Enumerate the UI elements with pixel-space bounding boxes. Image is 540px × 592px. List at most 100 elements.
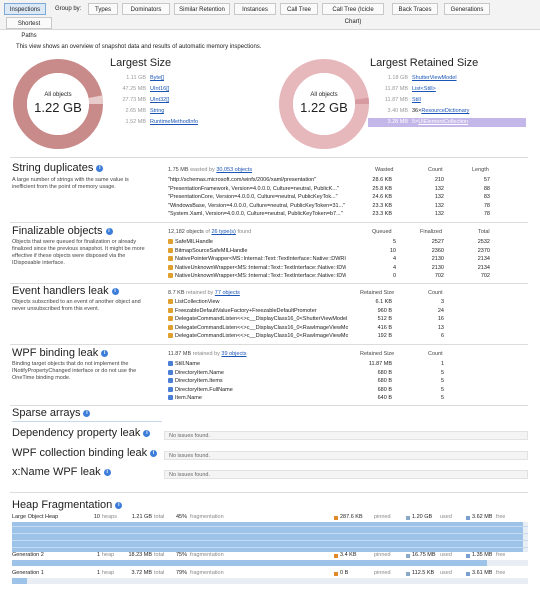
table-row-name[interactable]: ListCollectionView — [168, 299, 348, 306]
info-icon[interactable]: i — [96, 164, 104, 172]
largest-size-type-link[interactable]: String — [150, 108, 165, 114]
tab-shortest-paths[interactable]: Shortest Paths — [6, 17, 52, 39]
table-cell-name: DelegateCommandListen<<>c__DisplayClass1… — [175, 333, 348, 339]
table-row-name[interactable]: NativePointerWrapper<MS::Internal::Text:… — [168, 256, 346, 263]
string-duplicates-objects-link[interactable]: 30,053 objects — [216, 167, 253, 173]
class-icon — [168, 264, 173, 270]
table-row-name[interactable]: DelegateCommandListen<<>c__DisplayClass1… — [168, 316, 348, 323]
table-row-name[interactable]: DelegateCommandListen<<>c__DisplayClass1… — [168, 333, 348, 340]
table-row-name[interactable]: DelegateCommandListen<<>c__DisplayClass1… — [168, 325, 348, 332]
table-cell-count: 5 — [440, 395, 444, 401]
tab-generations[interactable]: Generations — [444, 3, 490, 15]
table-row-name[interactable]: BitmapSourceSafeMILHandle — [168, 248, 346, 255]
table-row-name[interactable]: Still.Name — [168, 361, 348, 368]
table-cell-size: 680 B — [377, 369, 392, 376]
class-icon — [168, 395, 173, 401]
info-icon[interactable]: i — [143, 429, 151, 437]
class-icon — [168, 361, 173, 367]
table-row-name[interactable]: NativeUnknownWrapper<MS::Internal::Text:… — [168, 265, 346, 272]
table-cell-queued: 5 — [392, 239, 396, 245]
largest-retained-type-link[interactable]: ResourceDictionary — [421, 108, 470, 114]
largest-size-type-link[interactable]: UInt32[] — [150, 97, 170, 103]
event-handlers-objects-link[interactable]: 77 objects — [214, 290, 240, 296]
table-cell-name: DirectoryItem.Name — [175, 369, 224, 376]
table-cell-name: ListCollectionView — [175, 299, 220, 305]
largest-retained-item[interactable]: 36×ResourceDictionary — [412, 108, 524, 115]
table-row-name[interactable]: "WindowsBase, Version=4.0.0.0, Culture=n… — [168, 203, 356, 210]
heap-frag: 45% — [176, 514, 188, 520]
class-icon — [168, 386, 173, 392]
largest-retained-title: Largest Retained Size — [370, 57, 479, 69]
tab-dominators[interactable]: Dominators — [122, 3, 170, 15]
heap-total: 18.23 MB — [128, 552, 152, 558]
table-cell-name: "WindowsBase, Version=4.0.0.0, Culture=n… — [168, 202, 346, 209]
table-cell-size: 6.1 KB — [375, 299, 392, 305]
tab-types[interactable]: Types — [88, 3, 118, 15]
tab-call-tree[interactable]: Call Tree — [280, 3, 318, 15]
largest-retained-value: 11.87 MB — [384, 97, 408, 103]
table-row-name[interactable]: DirectoryItem.Items — [168, 378, 348, 385]
info-icon[interactable]: i — [101, 349, 109, 357]
largest-retained-item[interactable]: 5×UIElementCollection — [412, 119, 524, 126]
table-row-name[interactable]: DirectoryItem.FullName — [168, 387, 348, 394]
table-row-name[interactable]: "System.Xaml, Version=4.0.0.0, Culture=n… — [168, 211, 356, 218]
heap-free: 3.61 MB — [472, 570, 493, 576]
info-icon[interactable]: i — [103, 468, 111, 476]
table-row-name[interactable]: "http://schemas.microsoft.com/winfx/2006… — [168, 177, 356, 184]
largest-retained-item[interactable]: Still — [412, 97, 524, 104]
table-cell-name: Item.Name — [175, 395, 202, 401]
table-row-name[interactable]: "PresentationFramework, Version=4.0.0.0,… — [168, 186, 356, 193]
table-cell-count: 5 — [440, 378, 444, 384]
table-row-name[interactable]: DirectoryItem.Name — [168, 370, 348, 377]
heap-total-label: total — [154, 514, 165, 520]
tab-instances[interactable]: Instances — [234, 3, 276, 15]
col-queued: Queued — [372, 229, 392, 235]
tab-inspections[interactable]: Inspections — [4, 3, 46, 15]
table-cell-count: 13 — [437, 324, 444, 331]
info-icon[interactable]: i — [115, 501, 123, 509]
tab-similar-retention[interactable]: Similar Retention — [174, 3, 230, 15]
table-cell-count: 132 — [434, 194, 444, 200]
largest-retained-type-link[interactable]: List<Still> — [412, 86, 436, 92]
largest-size-type-link[interactable]: RuntimeMethodInfo — [150, 119, 198, 125]
string-duplicates-title: String duplicates i — [12, 162, 104, 174]
largest-retained-item[interactable]: ShutterViewModel — [412, 75, 524, 82]
largest-size-type-link[interactable]: UInt16[] — [150, 86, 170, 92]
tab-back-traces[interactable]: Back Traces — [392, 3, 438, 15]
largest-retained-center-value: 1.22 GB — [300, 100, 348, 115]
largest-retained-type-link[interactable]: UIElementCollection — [418, 119, 469, 125]
class-icon — [168, 316, 173, 322]
table-cell-count: 3 — [440, 299, 444, 305]
table-cell-name: "http://schemas.microsoft.com/winfx/2006… — [168, 177, 317, 183]
table-row-name[interactable]: SafeMILHandle — [168, 239, 346, 246]
table-row-name[interactable]: NativeUnknownWrapper<MS::Internal::Text:… — [168, 273, 346, 280]
largest-retained-item[interactable]: List<Still> — [412, 86, 524, 93]
largest-size-center-value: 1.22 GB — [34, 100, 82, 115]
largest-size-type-link[interactable]: Byte[] — [150, 75, 165, 81]
finalizable-summary: 12,182 objects of 26 type(s) found — [168, 229, 252, 235]
tab-call-tree-icicle[interactable]: Call Tree (Icicle Chart) — [322, 3, 384, 25]
info-icon[interactable]: i — [83, 409, 91, 417]
class-icon — [168, 369, 173, 375]
finalizable-types-link[interactable]: 26 type(s) — [211, 229, 236, 235]
wpf-binding-objects-link[interactable]: 39 objects — [221, 351, 247, 357]
xname-leak-title: x:Name WPF leak i — [12, 466, 111, 478]
table-cell-name: DelegateCommandListen<<>c__DisplayClass1… — [175, 316, 348, 322]
largest-size-center-label: All objects — [44, 92, 72, 98]
table-cell-queued: 4 — [392, 256, 396, 262]
info-icon[interactable]: i — [105, 227, 113, 235]
col-count: Count — [428, 167, 443, 173]
table-row-name[interactable]: FreezableDefaultValueFactory+FreezableDe… — [168, 308, 348, 315]
table-row-name[interactable]: Item.Name — [168, 395, 348, 402]
table-cell-finalized: 2130 — [431, 264, 444, 271]
sparse-arrays-underline — [12, 421, 162, 422]
largest-retained-type-link[interactable]: ShutterViewModel — [412, 75, 457, 81]
table-row-name[interactable]: "PresentationCore, Version=4.0.0.0, Cult… — [168, 194, 356, 201]
table-cell-count: 24 — [437, 307, 444, 314]
heap-pinned-label: pinned — [374, 514, 391, 520]
info-icon[interactable]: i — [150, 449, 158, 457]
heap-pinned-label: pinned — [374, 552, 391, 558]
info-icon[interactable]: i — [111, 287, 119, 295]
heap-pinned: 3.4 KB — [340, 552, 357, 558]
largest-retained-type-link[interactable]: Still — [412, 97, 421, 103]
